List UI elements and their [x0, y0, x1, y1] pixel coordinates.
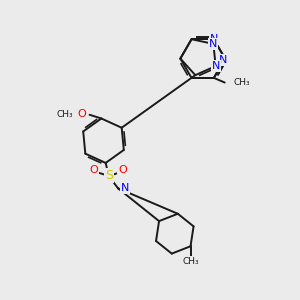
Text: N: N — [212, 61, 220, 71]
Text: N: N — [219, 55, 228, 65]
Text: CH₃: CH₃ — [233, 78, 250, 87]
Text: CH₃: CH₃ — [57, 110, 74, 119]
Text: N: N — [121, 183, 129, 193]
Text: N: N — [209, 39, 218, 49]
Text: CH₃: CH₃ — [182, 256, 199, 266]
Text: O: O — [90, 165, 99, 176]
Text: O: O — [118, 165, 127, 176]
Text: O: O — [77, 110, 86, 119]
Text: S: S — [105, 169, 113, 182]
Text: N: N — [210, 34, 218, 44]
